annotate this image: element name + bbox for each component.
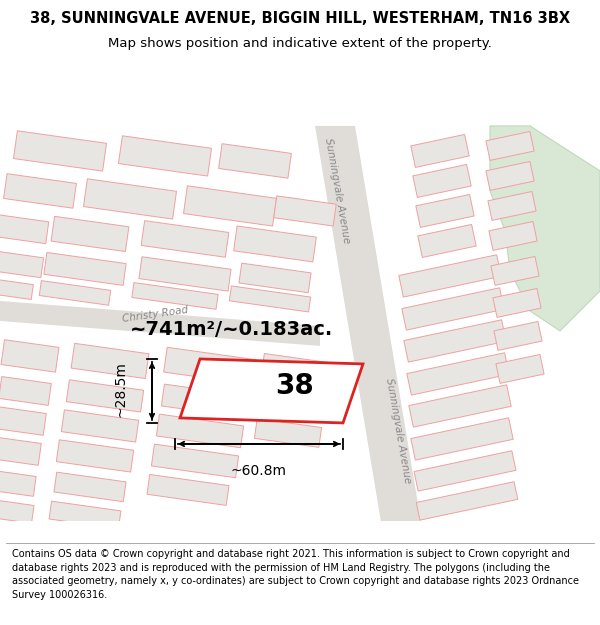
Polygon shape bbox=[233, 226, 316, 262]
Polygon shape bbox=[61, 410, 139, 442]
Polygon shape bbox=[1, 340, 59, 372]
Polygon shape bbox=[399, 255, 501, 297]
Polygon shape bbox=[239, 263, 311, 292]
Text: ~741m²/~0.183ac.: ~741m²/~0.183ac. bbox=[130, 320, 333, 339]
Polygon shape bbox=[409, 385, 511, 427]
Polygon shape bbox=[39, 281, 111, 305]
Text: Contains OS data © Crown copyright and database right 2021. This information is : Contains OS data © Crown copyright and d… bbox=[12, 549, 579, 600]
Polygon shape bbox=[157, 414, 244, 447]
Polygon shape bbox=[0, 214, 49, 244]
Polygon shape bbox=[0, 437, 41, 465]
Text: Sunningvale Avenue: Sunningvale Avenue bbox=[384, 378, 412, 484]
Polygon shape bbox=[151, 444, 239, 478]
Polygon shape bbox=[229, 286, 311, 312]
Polygon shape bbox=[496, 354, 544, 383]
Polygon shape bbox=[0, 250, 44, 278]
Polygon shape bbox=[261, 354, 329, 384]
Polygon shape bbox=[218, 144, 292, 178]
Polygon shape bbox=[315, 126, 430, 576]
Polygon shape bbox=[4, 174, 76, 208]
Polygon shape bbox=[486, 131, 534, 161]
Polygon shape bbox=[0, 407, 46, 435]
Polygon shape bbox=[256, 389, 323, 418]
Polygon shape bbox=[494, 321, 542, 351]
Polygon shape bbox=[71, 343, 149, 379]
Polygon shape bbox=[488, 191, 536, 221]
Polygon shape bbox=[67, 380, 143, 412]
Text: 38, SUNNINGVALE AVENUE, BIGGIN HILL, WESTERHAM, TN16 3BX: 38, SUNNINGVALE AVENUE, BIGGIN HILL, WES… bbox=[30, 11, 570, 26]
Polygon shape bbox=[0, 301, 320, 346]
Text: ~60.8m: ~60.8m bbox=[231, 464, 287, 478]
Text: 38: 38 bbox=[275, 372, 314, 400]
Polygon shape bbox=[489, 221, 537, 251]
Polygon shape bbox=[0, 278, 34, 299]
Polygon shape bbox=[416, 482, 518, 520]
Polygon shape bbox=[414, 451, 516, 491]
Polygon shape bbox=[416, 194, 474, 228]
Text: Map shows position and indicative extent of the property.: Map shows position and indicative extent… bbox=[108, 37, 492, 50]
Polygon shape bbox=[83, 179, 176, 219]
Polygon shape bbox=[184, 186, 277, 226]
Polygon shape bbox=[132, 282, 218, 309]
Polygon shape bbox=[180, 359, 363, 423]
Polygon shape bbox=[486, 161, 534, 191]
Polygon shape bbox=[0, 499, 34, 523]
Text: Christy Road: Christy Road bbox=[121, 304, 188, 324]
Polygon shape bbox=[141, 221, 229, 258]
Polygon shape bbox=[54, 472, 126, 502]
Polygon shape bbox=[413, 164, 471, 198]
Polygon shape bbox=[0, 377, 51, 405]
Text: ~28.5m: ~28.5m bbox=[114, 361, 128, 417]
Polygon shape bbox=[118, 136, 212, 176]
Polygon shape bbox=[254, 419, 322, 447]
Polygon shape bbox=[490, 126, 600, 331]
Polygon shape bbox=[402, 288, 504, 330]
Polygon shape bbox=[274, 196, 336, 226]
Polygon shape bbox=[493, 289, 541, 318]
Polygon shape bbox=[418, 224, 476, 258]
Polygon shape bbox=[491, 256, 539, 286]
Polygon shape bbox=[161, 384, 248, 418]
Polygon shape bbox=[147, 474, 229, 506]
Polygon shape bbox=[49, 501, 121, 529]
Polygon shape bbox=[407, 352, 509, 395]
Polygon shape bbox=[51, 216, 129, 251]
Polygon shape bbox=[411, 418, 513, 460]
Polygon shape bbox=[164, 348, 256, 384]
Polygon shape bbox=[0, 469, 36, 496]
Polygon shape bbox=[411, 134, 469, 168]
Polygon shape bbox=[139, 257, 231, 291]
Polygon shape bbox=[56, 440, 134, 472]
Polygon shape bbox=[13, 131, 107, 171]
Polygon shape bbox=[44, 253, 126, 286]
Polygon shape bbox=[404, 320, 506, 362]
Text: Sunningvale Avenue: Sunningvale Avenue bbox=[323, 138, 351, 244]
